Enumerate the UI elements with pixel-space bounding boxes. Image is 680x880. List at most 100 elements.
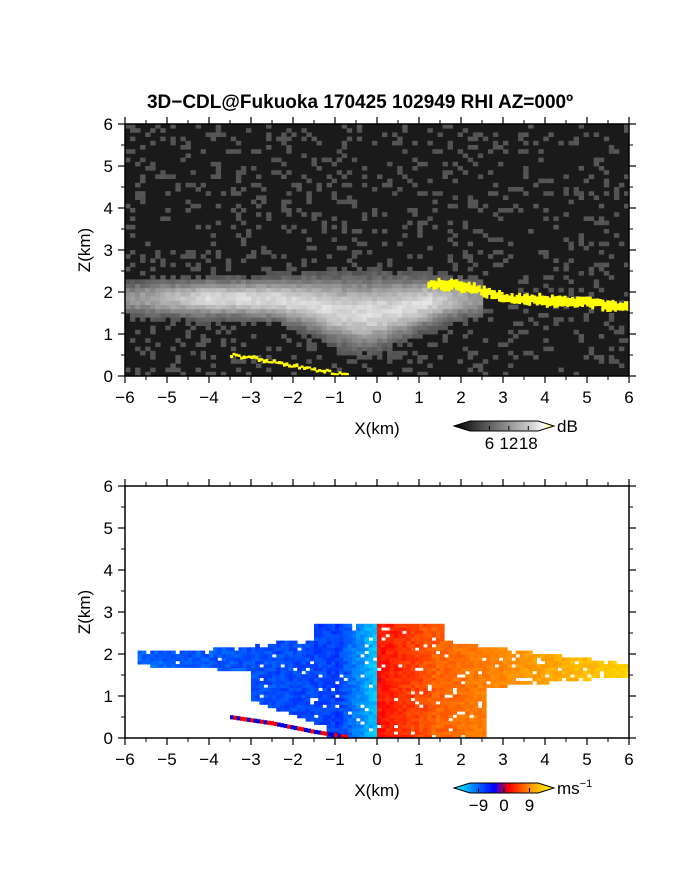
power-cell [220, 308, 227, 314]
velocity-cell [402, 657, 407, 662]
velocity-cell [347, 630, 353, 635]
velocity-cell [171, 664, 176, 668]
power-cell [417, 275, 423, 280]
velocity-cell [448, 643, 453, 648]
velocity-cell [431, 701, 437, 705]
power-cell [215, 296, 222, 301]
velocity-cell [595, 660, 600, 665]
velocity-cell [314, 684, 319, 688]
power-cell [331, 191, 337, 196]
power-cell [306, 132, 312, 137]
ground-echo-cell [285, 362, 289, 367]
power-cell [588, 174, 595, 179]
velocity-cell [393, 727, 399, 732]
velocity-cell [406, 664, 411, 668]
power-cell [291, 132, 297, 137]
power-cell [271, 313, 277, 318]
power-cell [402, 279, 408, 284]
power-cell [356, 250, 363, 255]
power-cell [286, 212, 292, 217]
velocity-cell [360, 711, 365, 715]
velocity-cell [469, 687, 474, 692]
power-cell [427, 140, 433, 146]
velocity-cell [301, 667, 306, 672]
velocity-cell [532, 664, 537, 668]
power-cell [346, 292, 353, 297]
velocity-cell [448, 731, 453, 736]
velocity-cell [284, 694, 290, 699]
velocity-cell [473, 654, 479, 658]
power-cell [377, 321, 383, 326]
ground-echo-cell [265, 359, 269, 363]
power-cell [215, 174, 222, 179]
velocity-cell [200, 664, 206, 668]
velocity-cell [440, 623, 445, 628]
power-cell [185, 313, 191, 318]
power-cell [624, 203, 630, 209]
power-cell [407, 220, 413, 226]
velocity-cell [267, 680, 273, 685]
velocity-cell [528, 660, 533, 665]
velocity-cell [356, 637, 361, 641]
velocity-cell [448, 657, 453, 662]
power-cell [200, 292, 206, 297]
velocity-cell [368, 697, 374, 702]
velocity-cell [351, 701, 357, 705]
velocity-cell [566, 670, 571, 675]
power-cell [588, 191, 595, 196]
strong-echo-cell [490, 290, 494, 300]
power-cell [225, 266, 232, 272]
power-cell [336, 346, 343, 352]
power-cell [331, 279, 337, 284]
power-cell [256, 283, 262, 289]
velocity-cell [406, 687, 411, 692]
power-cell [447, 275, 453, 280]
power-cell [598, 216, 605, 221]
power-cell [321, 325, 327, 331]
velocity-cell [393, 684, 399, 688]
power-cell [372, 346, 378, 352]
ground-echo-cell [328, 369, 332, 373]
power-cell [407, 292, 413, 297]
ground-echo-cell [345, 372, 349, 376]
power-cell [251, 287, 257, 293]
x-tick-label: −6 [115, 750, 134, 769]
velocity-cell [141, 650, 147, 655]
strong-echo-cell [555, 295, 559, 308]
power-cell [205, 287, 211, 293]
power-cell [321, 275, 327, 280]
power-cell [346, 313, 353, 318]
velocity-cell [570, 670, 575, 675]
power-cell [205, 321, 211, 326]
power-cell [251, 359, 257, 364]
velocity-cell [389, 630, 395, 635]
velocity-cell [389, 640, 395, 645]
velocity-cell [255, 694, 260, 699]
velocity-cell [393, 637, 399, 641]
velocity-cell [372, 647, 378, 652]
velocity-cell [423, 721, 428, 725]
velocity-cell [356, 694, 361, 699]
velocity-cell [427, 701, 432, 705]
power-cell [356, 350, 363, 356]
velocity-cell [444, 643, 449, 648]
velocity-cell [419, 660, 424, 665]
power-cell [372, 329, 378, 335]
velocity-cell [360, 637, 365, 641]
power-cell [372, 279, 378, 284]
velocity-cell [335, 660, 340, 665]
velocity-cell [557, 677, 563, 682]
power-cell [397, 170, 403, 175]
power-cell [240, 220, 247, 226]
power-cell [215, 304, 222, 310]
power-cell [422, 283, 428, 289]
power-cell [427, 275, 433, 280]
ground-echo-cell [298, 366, 301, 370]
velocity-cell [406, 694, 411, 699]
velocity-cell [322, 654, 327, 658]
velocity-cell [414, 680, 420, 685]
power-cell [387, 161, 393, 167]
velocity-cell [314, 640, 319, 645]
velocity-cell [330, 670, 336, 675]
power-cell [427, 245, 433, 251]
